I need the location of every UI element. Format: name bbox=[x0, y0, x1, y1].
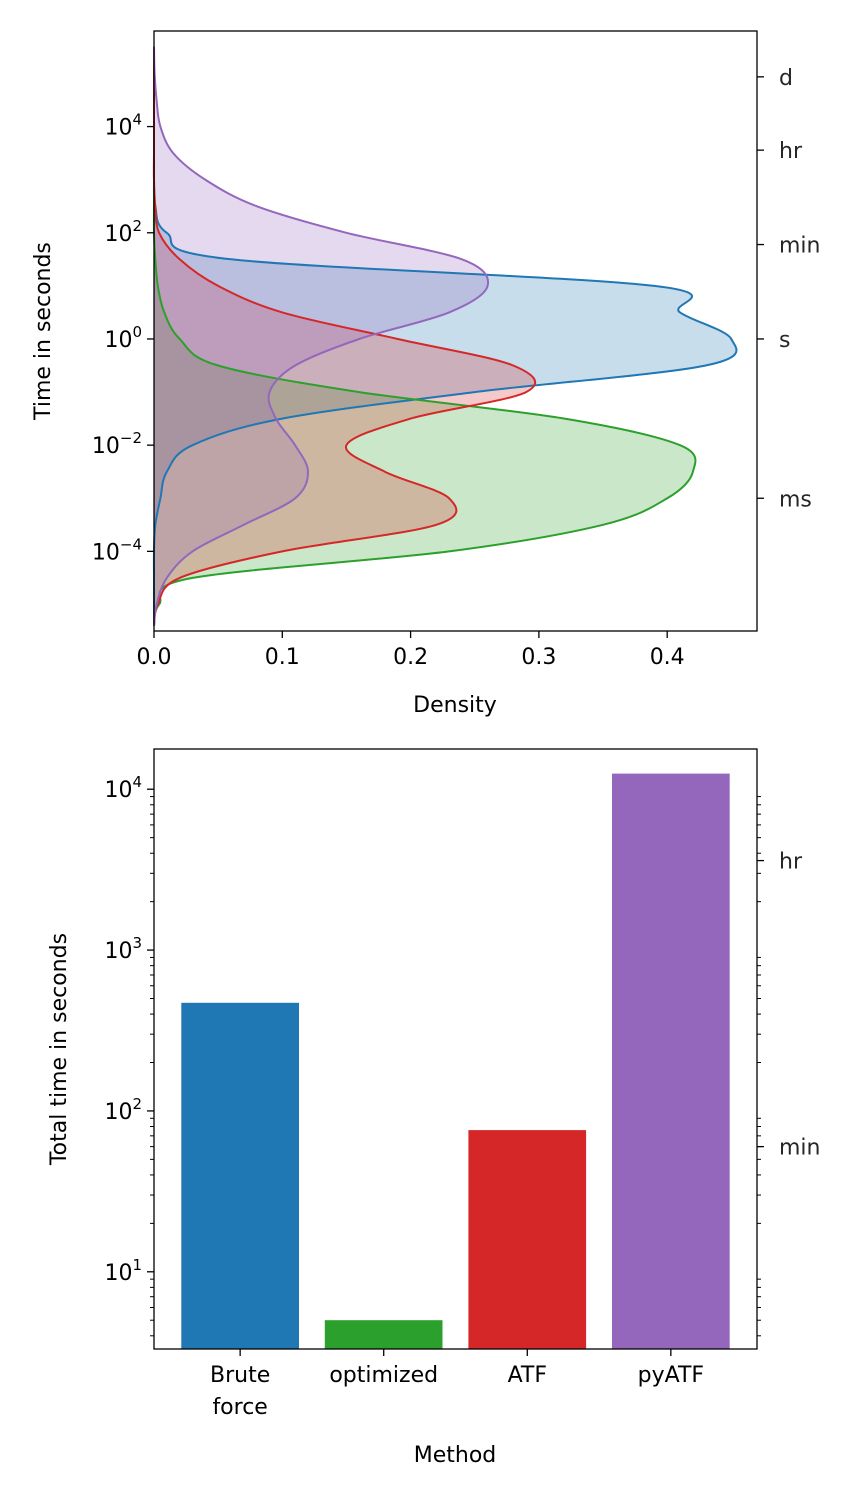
bar-optimized bbox=[324, 1320, 443, 1349]
density-secondary-tick-label: hr bbox=[779, 139, 803, 164]
density-y-axis-label: Time in seconds bbox=[31, 242, 56, 421]
bar-y-ticks: 104 103 102 101 bbox=[104, 773, 761, 1337]
bar-y-tick-label: 102 bbox=[104, 1095, 142, 1125]
density-secondary-tick-label: d bbox=[779, 66, 793, 91]
density-secondary-tick-label: min bbox=[779, 234, 821, 259]
density-y-ticks: 104 102 100 10−2 10−4 bbox=[92, 111, 154, 565]
bar-x-ticks: Brute force optimized ATF pyATF bbox=[210, 1349, 704, 1420]
bar-y-tick-label: 103 bbox=[104, 934, 142, 964]
density-y-tick-label: 102 bbox=[104, 217, 142, 247]
density-y-tick-label: 10−4 bbox=[92, 535, 142, 565]
density-plot-frame bbox=[153, 30, 758, 632]
bar-pyatf bbox=[612, 773, 730, 1349]
bar-atf bbox=[468, 1130, 587, 1349]
density-x-tick-label: 0.2 bbox=[393, 645, 428, 670]
bar-secondary-ticks: hr min bbox=[757, 850, 821, 1161]
density-x-tick-label: 0.1 bbox=[265, 645, 300, 670]
bar-y-tick-label: 101 bbox=[104, 1256, 142, 1286]
density-y-tick-label: 10−2 bbox=[92, 429, 142, 459]
density-y-tick-label: 104 bbox=[104, 111, 142, 141]
density-x-axis-label: Density bbox=[413, 693, 497, 718]
density-secondary-tick-label: s bbox=[779, 328, 790, 353]
bar-x-tick-label: optimized bbox=[329, 1363, 438, 1388]
bar-y-axis-label: Total time in seconds bbox=[47, 933, 72, 1166]
density-x-tick-label: 0.4 bbox=[650, 645, 685, 670]
bar-brute_force bbox=[181, 1002, 299, 1349]
density-x-ticks: 0.0 0.1 0.2 0.3 0.4 bbox=[137, 631, 685, 670]
bars bbox=[181, 773, 730, 1349]
bar-x-tick-label: pyATF bbox=[638, 1363, 704, 1388]
bar-plot-frame bbox=[153, 748, 758, 1350]
bar-x-tick-label: ATF bbox=[508, 1363, 547, 1388]
bar-secondary-tick-label: min bbox=[779, 1136, 821, 1161]
density-fill-atf bbox=[153, 46, 536, 626]
density-fill-pyatf bbox=[154, 46, 489, 626]
bar-secondary-tick-label: hr bbox=[779, 850, 803, 875]
bar-x-tick-label: Brute force bbox=[210, 1363, 270, 1420]
density-line-pyatf bbox=[153, 46, 490, 626]
density-secondary-tick-label: ms bbox=[779, 487, 812, 512]
density-chart: 0.0 0.1 0.2 0.3 0.4 104 102 100 10−2 10−4 d hr min… bbox=[31, 30, 821, 718]
density-fill-brute_force bbox=[153, 46, 737, 626]
bar-chart: Brute force optimized ATF pyATF 104 103 102 101… bbox=[47, 748, 821, 1468]
density-fills bbox=[153, 46, 737, 626]
density-x-tick-label: 0.3 bbox=[521, 645, 556, 670]
density-x-tick-label: 0.0 bbox=[137, 645, 172, 670]
density-fill-optimized bbox=[153, 46, 696, 626]
bar-x-axis-label: Method bbox=[414, 1443, 497, 1468]
density-secondary-ticks: d hr min s ms bbox=[757, 66, 821, 512]
bar-y-tick-label: 104 bbox=[104, 773, 142, 803]
density-y-tick-label: 100 bbox=[104, 323, 142, 353]
